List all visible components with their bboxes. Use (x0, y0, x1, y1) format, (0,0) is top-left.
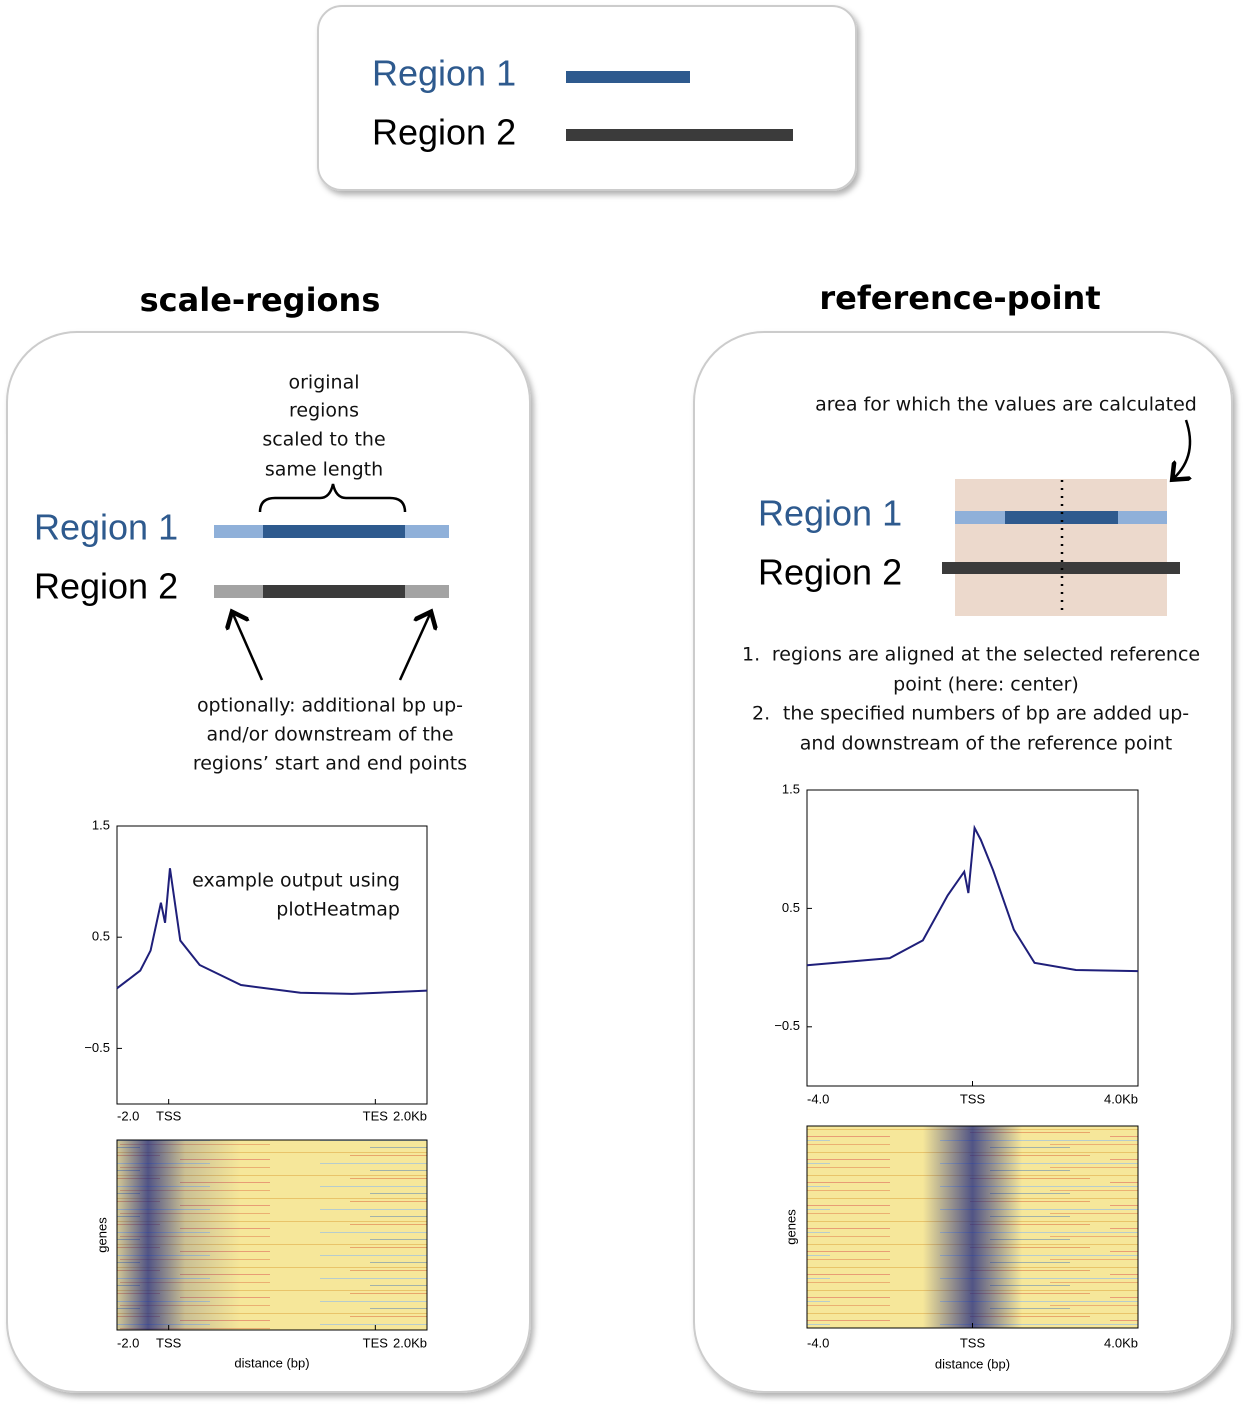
region-bar (263, 585, 405, 598)
region-bar (1005, 511, 1118, 524)
step-text: point (here: center) (893, 674, 1079, 696)
legend-label: Region 1 (372, 53, 516, 94)
note: regions (289, 400, 359, 422)
legend-bar (566, 129, 793, 141)
step-text: and downstream of the reference point (800, 733, 1172, 755)
step-text: the specified numbers of bp are added up… (783, 703, 1189, 725)
region-label: Region 2 (34, 566, 178, 607)
arrow (1174, 419, 1190, 478)
y-axis-label: genes (94, 1217, 109, 1253)
note: area for which the values are calculated (815, 394, 1197, 416)
note: example output using (192, 870, 400, 892)
region-bar (263, 525, 405, 538)
heatmap-frame (116, 1139, 428, 1331)
note: original (288, 372, 359, 394)
panel-title: scale-regions (140, 281, 381, 319)
note: optionally: additional bp up- (197, 695, 463, 717)
brace (258, 483, 407, 513)
x-tick-label: -4.0 (807, 1091, 829, 1106)
y-tick-label: 0.5 (92, 929, 110, 944)
x-tick-label: 4.0Kb (1104, 1091, 1138, 1106)
y-tick-label: −0.5 (774, 1018, 800, 1033)
y-tick-label: 1.5 (92, 817, 110, 832)
x-axis-label: distance (bp) (935, 1356, 1010, 1371)
x-tick-label: TSS (960, 1335, 986, 1350)
x-tick-label: TSS (960, 1091, 986, 1106)
x-tick-label: -2.0 (117, 1335, 139, 1350)
legend-bar (566, 71, 690, 83)
x-tick-label: -2.0 (117, 1108, 139, 1123)
y-tick-label: −0.5 (84, 1040, 110, 1055)
x-tick-label: 2.0Kb (393, 1335, 427, 1350)
legend-label: Region 2 (372, 112, 516, 153)
step-number: 2. (752, 703, 770, 725)
arrow (398, 614, 430, 681)
region-label: Region 1 (758, 493, 902, 534)
note: same length (265, 459, 383, 481)
note: regions’ start and end points (193, 753, 467, 775)
profile-line (116, 868, 428, 995)
y-tick-label: 0.5 (782, 900, 800, 915)
arrow (233, 614, 264, 681)
x-tick-label: 2.0Kb (393, 1108, 427, 1123)
panel-title: reference-point (819, 279, 1100, 317)
x-tick-label: 4.0Kb (1104, 1335, 1138, 1350)
x-tick-label: TES (363, 1335, 389, 1350)
plot-frame (116, 825, 428, 1105)
region-label: Region 1 (34, 507, 178, 548)
region-label: Region 2 (758, 552, 902, 593)
y-axis-label: genes (783, 1209, 798, 1245)
legend-box (317, 5, 857, 191)
profile-line (806, 824, 1139, 973)
x-tick-label: TES (363, 1108, 389, 1123)
step-text: regions are aligned at the selected refe… (772, 644, 1200, 666)
note: scaled to the (262, 429, 385, 451)
x-tick-label: -4.0 (807, 1335, 829, 1350)
note: and/or downstream of the (206, 724, 453, 746)
x-tick-label: TSS (156, 1335, 182, 1350)
x-tick-label: TSS (156, 1108, 182, 1123)
x-axis-label: distance (bp) (234, 1355, 309, 1370)
heatmap-band (807, 1126, 1138, 1328)
y-tick-label: 1.5 (782, 781, 800, 796)
step-number: 1. (742, 644, 760, 666)
heatmap-band (117, 1140, 427, 1330)
area-shade (955, 479, 1167, 616)
note: plotHeatmap (276, 899, 400, 921)
